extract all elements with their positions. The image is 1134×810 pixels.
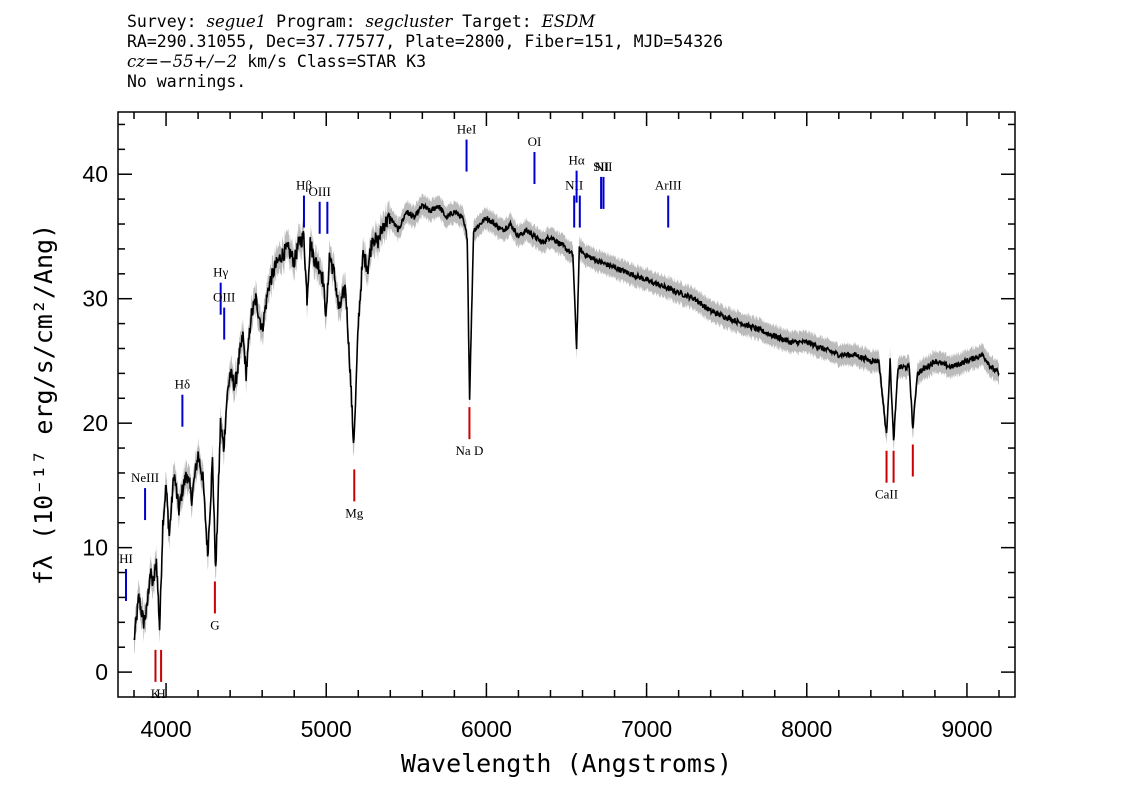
absorption-line-label: K (151, 686, 161, 701)
error-band-group (134, 192, 999, 654)
header-line-redshift: cz=−55+/−2 km/s Class=STAR K3 (127, 52, 723, 72)
program-label: Program: (276, 12, 356, 31)
program-value: segcluster (365, 12, 453, 31)
y-axis-label: fλ (10⁻¹⁷ erg/s/cm²/Ang) (29, 224, 58, 585)
x-tick-label: 9000 (941, 716, 992, 742)
x-tick-label: 6000 (461, 716, 512, 742)
cz-label: cz (127, 52, 145, 71)
x-tick-label: 7000 (621, 716, 672, 742)
emission-line-label: Hγ (213, 265, 228, 280)
emission-line-label: NII (594, 159, 612, 174)
target-label: Target: (462, 12, 532, 31)
spectrum-header: Survey: segue1 Program: segcluster Targe… (127, 12, 723, 92)
target-value: ESDM (541, 12, 596, 31)
header-line-warnings: No warnings. (127, 72, 247, 91)
plot-frame (117, 111, 1016, 698)
emission-line-label: ArIII (655, 178, 682, 193)
x-tick-label: 4000 (140, 716, 191, 742)
emission-line-label: SII (593, 159, 609, 174)
emission-line-label: OIII (308, 184, 330, 199)
emission-line-label: OI (528, 134, 542, 149)
header-line-coords: RA=290.31055, Dec=37.77577, Plate=2800, … (127, 32, 724, 51)
absorption-line-label: CaII (875, 487, 898, 502)
y-tick-label: 30 (82, 286, 108, 312)
class-text: km/s Class=STAR K3 (237, 52, 427, 71)
emission-line-label: NeIII (131, 470, 159, 485)
error-band (134, 192, 999, 654)
y-tick-label: 20 (82, 410, 108, 436)
y-tick-label: 40 (82, 161, 108, 187)
emission-line-label: Hδ (175, 377, 191, 392)
axes-group: 4000 5000 6000 7000 8000 9000 0 10 20 30 40 (82, 112, 1015, 742)
emission-line-label: Hα (568, 153, 584, 168)
survey-label: Survey: (127, 12, 197, 31)
y-tick-label: 0 (95, 659, 108, 685)
absorption-line-label: Na D (456, 443, 484, 458)
emission-line-label: NII (565, 178, 583, 193)
emission-line-label: Hβ (296, 178, 312, 193)
absorption-line-label: Mg (345, 505, 364, 520)
x-tick-label: 8000 (781, 716, 832, 742)
spectrum-group (133, 202, 1000, 641)
survey-value: segue1 (206, 12, 267, 31)
x-axis-label: Wavelength (Angstroms) (401, 749, 732, 778)
emission-line-label: OIII (213, 290, 235, 305)
header-line-survey: Survey: segue1 Program: segcluster Targe… (127, 12, 723, 32)
absorption-line-label: G (210, 617, 219, 632)
y-tick-label: 10 (82, 535, 108, 561)
spectrum-line (133, 202, 1000, 641)
x-tick-label: 5000 (301, 716, 352, 742)
emission-line-label: HeI (457, 122, 477, 137)
absorption-line-label: H (156, 686, 165, 701)
emission-line-label: HI (119, 551, 133, 566)
cz-value: =−55+/−2 (144, 52, 238, 71)
